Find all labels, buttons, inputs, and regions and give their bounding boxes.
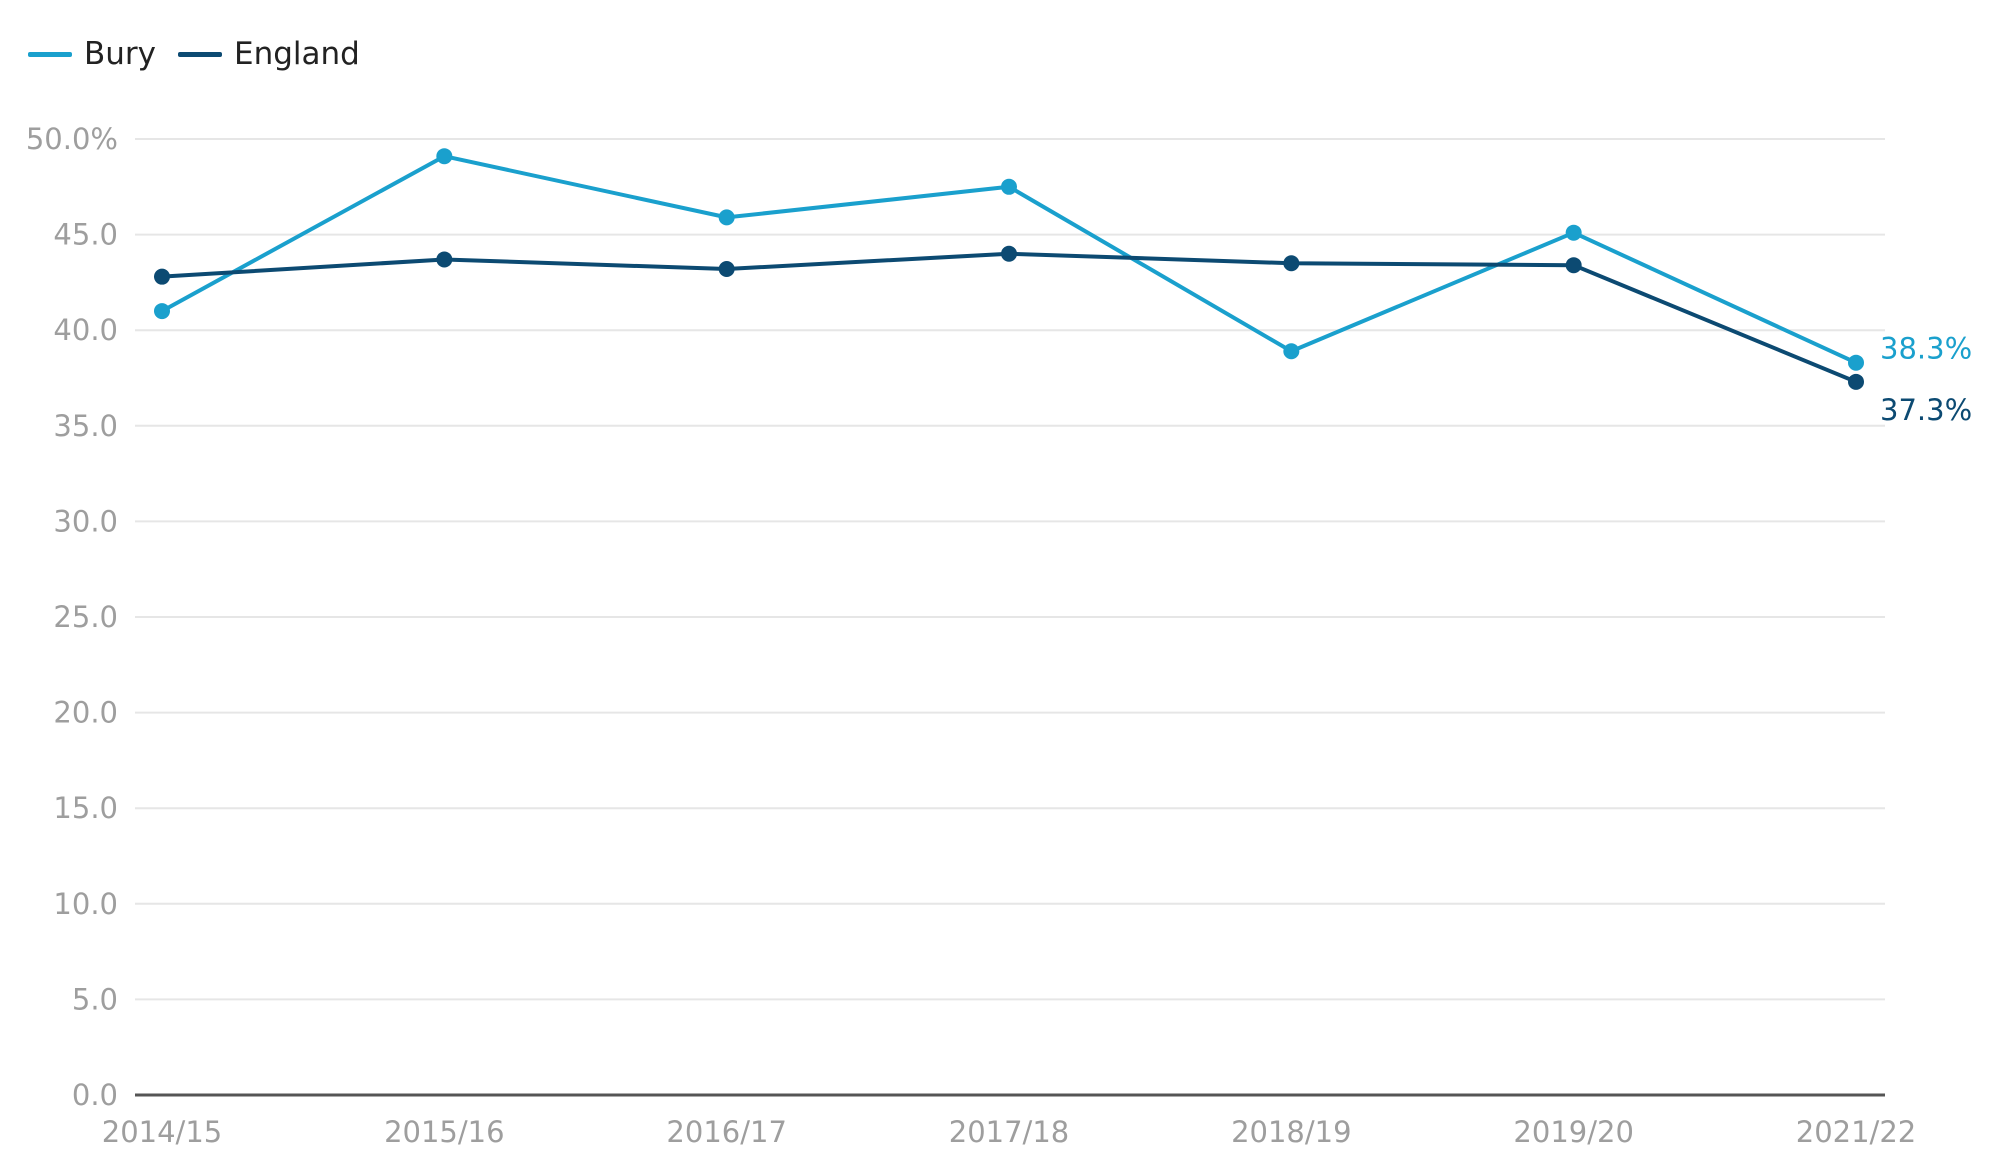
data-point (1001, 178, 1017, 195)
x-tick-label: 2021/22 (1796, 1115, 1916, 1149)
series (154, 148, 1864, 390)
y-tick-label: 10.0 (53, 887, 118, 921)
data-point (154, 303, 170, 320)
end-data-label: 38.3% (1880, 332, 1972, 366)
data-point (1001, 245, 1017, 262)
y-tick-label: 15.0 (53, 791, 118, 825)
data-point (1565, 257, 1582, 274)
x-tick-label: 2017/18 (949, 1115, 1069, 1149)
y-tick-label: 50.0% (26, 122, 118, 156)
data-point (1848, 373, 1864, 390)
data-point (436, 251, 453, 268)
legend-label-bury: Bury (84, 36, 157, 72)
y-tick-label: 40.0 (53, 313, 118, 347)
data-point (1848, 354, 1864, 371)
x-axis-ticks: 2014/15 2015/16 2016/17 2017/18 2018/19 2019/… (102, 1115, 1916, 1149)
data-point (436, 148, 453, 165)
series-line (161, 251, 1857, 384)
end-labels: 38.3% 37.3% (1880, 332, 1972, 427)
x-tick-label: 2019/20 (1513, 1115, 1633, 1149)
x-tick-label: 2016/17 (666, 1115, 786, 1149)
legend-item-bury: Bury (28, 36, 156, 72)
series-england (154, 245, 1864, 390)
data-point (1283, 343, 1300, 360)
series-bury (154, 148, 1864, 371)
y-tick-label: 30.0 (53, 504, 118, 538)
gridlines (135, 138, 1885, 1001)
data-point (718, 209, 735, 226)
data-point (154, 268, 170, 285)
data-point (718, 261, 735, 278)
y-tick-label: 0.0 (72, 1078, 118, 1112)
legend-label-england: England (234, 36, 360, 72)
y-tick-label: 25.0 (53, 600, 118, 634)
y-tick-label: 45.0 (53, 218, 118, 252)
y-tick-label: 35.0 (53, 409, 118, 443)
legend: Bury England (28, 36, 382, 72)
x-tick-label: 2018/19 (1231, 1115, 1351, 1149)
data-point (1283, 255, 1300, 272)
legend-item-england: England (178, 36, 360, 72)
y-tick-label: 5.0 (72, 982, 118, 1016)
x-tick-label: 2015/16 (384, 1115, 504, 1149)
end-data-label: 37.3% (1880, 393, 1972, 427)
y-axis-ticks: 0.0 5.0 10.0 15.0 20.0 25.0 30.0 35.0 40.0 45.0 50… (26, 122, 118, 1112)
y-tick-label: 20.0 (53, 696, 118, 730)
data-point (1565, 224, 1582, 241)
x-tick-label: 2014/15 (102, 1115, 222, 1149)
legend-swatch-england (178, 51, 223, 57)
legend-swatch-bury (28, 51, 72, 57)
